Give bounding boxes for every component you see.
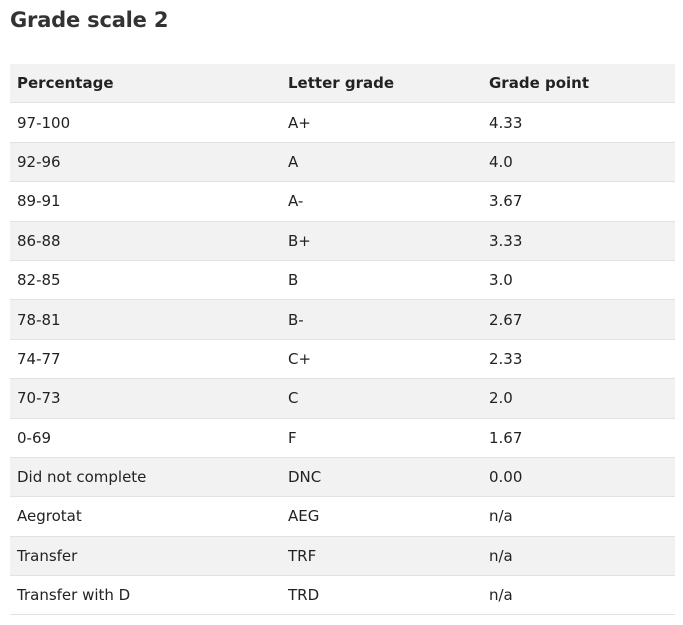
table-row: 82-85 B 3.0 — [10, 260, 675, 301]
table-cell: n/a — [482, 536, 675, 577]
table-cell: 89-91 — [10, 181, 281, 222]
table-cell: 3.0 — [482, 260, 675, 301]
table-cell: TRD — [281, 575, 482, 616]
table-cell: 82-85 — [10, 260, 281, 301]
table-row: 92-96 A 4.0 — [10, 142, 675, 183]
table-cell: n/a — [482, 575, 675, 616]
table-cell: 97-100 — [10, 102, 281, 143]
table-row: Transfer TRF n/a — [10, 536, 675, 577]
table-row: 74-77 C+ 2.33 — [10, 339, 675, 380]
table-cell: 70-73 — [10, 378, 281, 419]
table-row: 97-100 A+ 4.33 — [10, 102, 675, 143]
table-cell: C+ — [281, 339, 482, 380]
table-row: 70-73 C 2.0 — [10, 378, 675, 419]
table-row: Transfer with D TRD n/a — [10, 575, 675, 616]
table-row: Aegrotat AEG n/a — [10, 496, 675, 537]
table-cell: TRF — [281, 536, 482, 577]
column-header: Grade point — [482, 64, 675, 104]
table-cell: 78-81 — [10, 299, 281, 340]
table-cell: C — [281, 378, 482, 419]
table-cell: B- — [281, 299, 482, 340]
table-cell: 0.00 — [482, 457, 675, 498]
table-cell: Did not complete — [10, 457, 281, 498]
table-cell: F — [281, 418, 482, 458]
table-cell: A — [281, 142, 482, 183]
table-cell: 0-69 — [10, 418, 281, 458]
table-body: 97-100 A+ 4.33 92-96 A 4.0 89-91 A- 3.67 86-88 B+ 3… — [10, 102, 675, 616]
table-cell: A- — [281, 181, 482, 222]
header-row: Percentage Letter grade Grade point — [10, 64, 675, 104]
table-cell: 2.67 — [482, 299, 675, 340]
table-row: 78-81 B- 2.67 — [10, 299, 675, 340]
table-cell: Transfer with D — [10, 575, 281, 616]
grade-table: Percentage Letter grade Grade point 97-100… — [10, 64, 675, 616]
table-cell: 4.33 — [482, 102, 675, 143]
column-header: Percentage — [10, 64, 281, 104]
table-row: 89-91 A- 3.67 — [10, 181, 675, 222]
column-header: Letter grade — [281, 64, 482, 104]
table-cell: B — [281, 260, 482, 301]
table-head: Percentage Letter grade Grade point — [10, 64, 675, 104]
table-cell: Transfer — [10, 536, 281, 577]
table-cell: 3.67 — [482, 181, 675, 222]
table-row: 86-88 B+ 3.33 — [10, 221, 675, 261]
table-cell: 1.67 — [482, 418, 675, 458]
table-cell: 4.0 — [482, 142, 675, 183]
table-cell: 2.0 — [482, 378, 675, 419]
table-cell: 2.33 — [482, 339, 675, 380]
table-row: 0-69 F 1.67 — [10, 418, 675, 458]
table-cell: 92-96 — [10, 142, 281, 183]
table-cell: n/a — [482, 496, 675, 537]
table-cell: 86-88 — [10, 221, 281, 261]
title: Grade scale 2 — [10, 8, 169, 32]
table-cell: B+ — [281, 221, 482, 261]
table-cell: DNC — [281, 457, 482, 498]
table-cell: 74-77 — [10, 339, 281, 380]
table-row: Did not complete DNC 0.00 — [10, 457, 675, 498]
table-cell: 3.33 — [482, 221, 675, 261]
table-cell: A+ — [281, 102, 482, 143]
table-cell: Aegrotat — [10, 496, 281, 537]
table-cell: AEG — [281, 496, 482, 537]
